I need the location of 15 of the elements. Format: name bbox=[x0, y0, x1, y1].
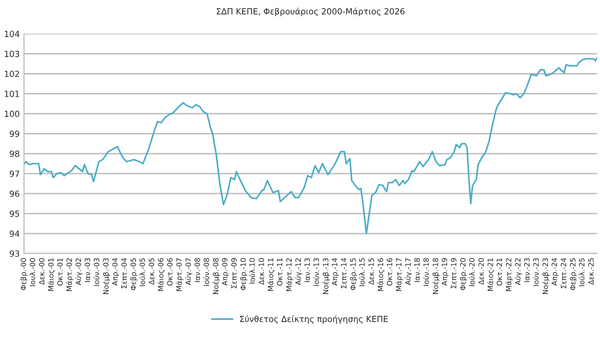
y-tick-label: 96 bbox=[10, 190, 20, 197]
y-tick-label: 97 bbox=[10, 170, 20, 177]
y-tick-label: 102 bbox=[4, 70, 19, 78]
y-tick-label: 101 bbox=[4, 90, 20, 98]
y-tick-label: 98 bbox=[10, 150, 20, 157]
y-tick-label: 95 bbox=[10, 210, 20, 217]
y-tick-label: 103 bbox=[4, 50, 20, 58]
legend-label: Σύνθετος Δείκτης προήγησης ΚΕΠΕ bbox=[240, 315, 388, 324]
y-tick-label: 104 bbox=[4, 30, 20, 38]
y-tick-label: 99 bbox=[10, 130, 20, 137]
line-series bbox=[24, 57, 597, 234]
y-tick-label: 93 bbox=[10, 250, 20, 257]
y-tick-label: 100 bbox=[4, 110, 20, 117]
chart-title: ΣΔΠ ΚΕΠΕ, Φεβρουάριος 2000-Μάρτιος 2026 bbox=[216, 8, 405, 16]
y-tick-label: 94 bbox=[10, 230, 20, 237]
